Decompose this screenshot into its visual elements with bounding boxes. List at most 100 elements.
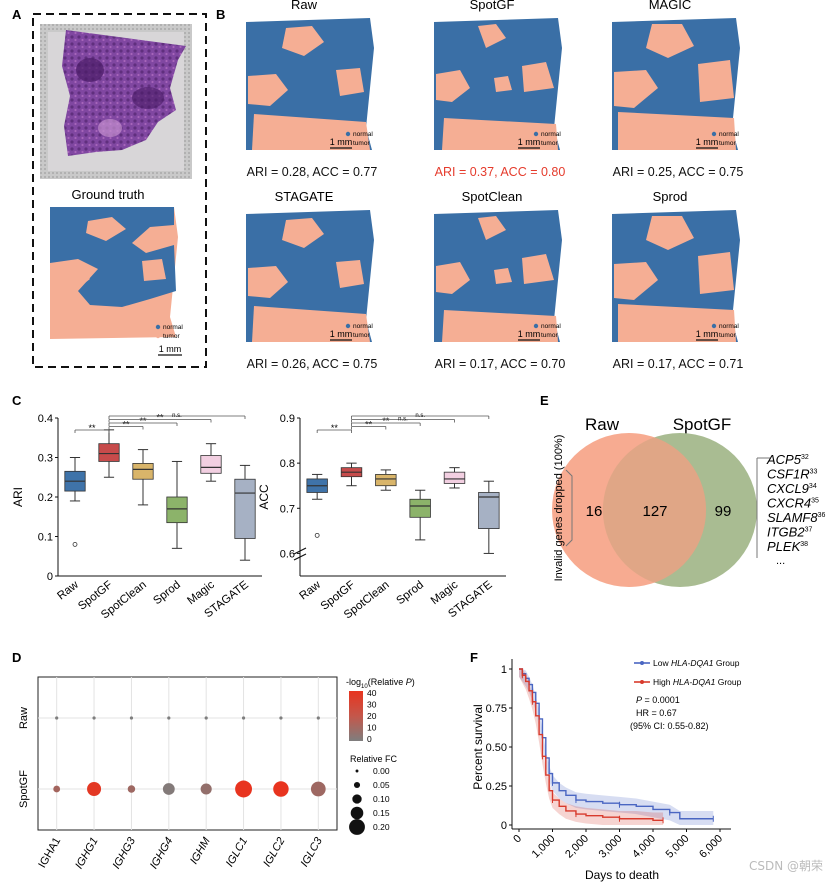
dot-spotgf-iglc1 [235,780,253,798]
km-ci-band [519,669,714,825]
km-stats-ci: (95% CI: 0.55-0.82) [630,721,709,731]
dotplot-size-key [350,806,364,820]
map-metrics-spotgf: ARI = 0.37, ACC = 0.80 [435,165,566,179]
km-ytick: 1 [501,664,507,676]
dot-spotgf-ighg1 [87,782,102,796]
venn-gene-ellipsis: ... [776,555,785,567]
box-spotclean [132,449,154,506]
ground-truth-legend-normal: normal [163,324,183,331]
dot-raw-iglc1 [241,716,246,720]
km-stats-hr: HR = 0.67 [636,708,677,718]
km-ytick: 0.25 [486,781,507,793]
km-xtick: 5,000 [664,833,692,861]
map-metrics-stagate: ARI = 0.26, ACC = 0.75 [247,357,378,371]
km-ytick: 0 [501,820,507,832]
dotplot-color-bar [349,691,363,741]
km-line-low-group [519,668,714,820]
boxplot-category-label: Raw [55,578,81,602]
significance-label: ** [122,420,130,430]
dot-spotgf-iglc3 [310,781,326,797]
dotplot-size-tick: 0.20 [373,822,390,832]
significance-label: ** [365,420,373,430]
dot-raw-ighg3 [129,716,134,720]
dot-raw-ighm [204,716,208,720]
venn-count-shared: 127 [642,503,667,520]
venn-count-raw-only: 16 [586,503,603,520]
venn-title-raw: Raw [585,415,620,434]
venn-gene-csf1r: CSF1R33 [767,467,818,482]
km-xtick: 1,000 [530,833,558,861]
significance-label: n.s. [172,413,182,419]
boxplot-ytick: 0.6 [280,548,295,560]
spatial-map-magic [612,18,740,150]
map-scalebar: 1 mm [330,329,353,339]
box-outlier [72,542,78,547]
box-stagate [478,480,500,554]
significance-label: n.s. [415,413,425,419]
map-title-raw: Raw [291,0,318,12]
watermark: CSDN @朝荣 [748,859,823,873]
km-ylabel: Percent survival [471,704,485,789]
dotplot-size-legend-title: Relative FC [350,754,398,764]
dotplot-row-label-spotgf: SpotGF [18,770,30,808]
dot-spotgf-ighg4 [162,783,175,795]
map-legend-normal: normal [353,131,373,138]
significance-label: ** [331,423,339,433]
km-xlabel: Days to death [585,868,659,882]
boxplot-ylabel: ACC [257,484,271,510]
boxplot-ytick: 0.4 [38,413,53,425]
venn-count-spotgf-only: 99 [715,503,732,520]
km-legend-low: Low HLA-DQA1 Group [653,658,740,668]
significance-label: ** [156,413,164,423]
map-legend-tumor: tumor [541,332,558,339]
dotplot-gene-label: IGHG4 [148,836,176,872]
dot-raw-ighg1 [92,716,96,720]
map-metrics-magic: ARI = 0.25, ACC = 0.75 [613,165,744,179]
dotplot-color-tick: 0 [367,734,372,744]
km-legend-high: High HLA-DQA1 Group [653,677,742,687]
box-raw [306,473,328,538]
boxplot-category-label: Raw [297,578,323,602]
spatial-map-stagate [246,210,374,342]
venn-gene-slamf8: SLAMF836 [767,510,825,525]
significance-label: ** [382,416,390,426]
boxplot-ytick: 0.1 [38,532,53,544]
venn-gene-cxcr4: CXCR435 [767,496,819,511]
ground-truth-legend-tumor: tumor [163,333,180,340]
dotplot-row-label-raw: Raw [18,707,30,729]
map-legend-tumor: tumor [353,332,370,339]
boxplot-ytick: 0 [47,571,53,583]
map-legend-normal: normal [541,323,561,330]
dotplot-color-tick: 20 [367,711,377,721]
dot-raw-igha1 [55,716,59,720]
dotplot-gene-label: IGLC1 [224,836,250,870]
boxplot-category-label: Sprod [394,579,426,607]
spatial-map-raw [246,18,374,150]
panel-a: Ground truth normal tumor 1 mm [32,13,207,368]
km-stats-p: P = 0.0001 [636,695,680,705]
map-legend-tumor: tumor [719,332,736,339]
dotplot-gene-label: IGHG1 [73,836,101,872]
km-xtick: 0 [511,833,524,846]
box-outlier [314,532,320,538]
box-spotclean [375,469,397,491]
dotplot-size-key [353,781,361,789]
venn-gene-cxcl9: CXCL934 [767,481,817,496]
map-scalebar: 1 mm [518,137,541,147]
dotplot-color-tick: 30 [367,700,377,710]
boxplot-ytick: 0.8 [280,458,295,470]
panel-label-e: E [540,393,549,408]
map-legend-normal: normal [353,323,373,330]
map-legend-normal: normal [541,131,561,138]
map-legend-tumor: tumor [541,140,558,147]
venn-gene-list: ACP532CSF1R33CXCL934CXCR435SLAMF836ITGB2… [766,452,825,567]
dot-spotgf-igha1 [53,785,61,793]
boxplot-ytick: 0.9 [280,413,295,425]
km-line-high-group [519,668,664,822]
panel-label-b: B [216,7,225,22]
dot-spotgf-iglc2 [273,781,289,797]
box-sprod [166,460,188,549]
panel-f: 0 0.25 0.50 0.75 1 0 1,000 2,000 3,000 4,000 5,000… [471,658,742,882]
